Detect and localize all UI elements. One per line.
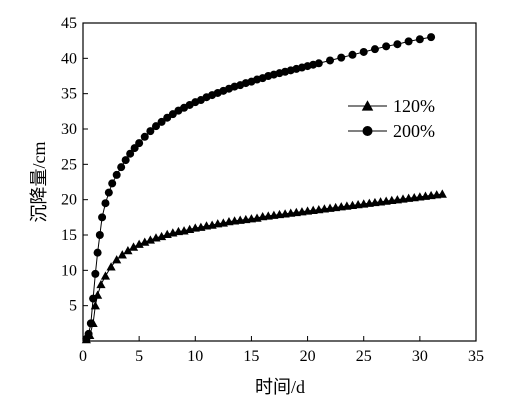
data-point — [326, 56, 335, 65]
data-point — [370, 45, 379, 54]
y-tick-label: 20 — [61, 192, 77, 209]
y-axis-label: 沉降量/cm — [29, 142, 49, 223]
y-tick-label: 30 — [61, 121, 77, 138]
series-0 — [81, 189, 447, 344]
data-point — [121, 156, 130, 165]
legend-label: 200% — [393, 121, 435, 141]
plot-area — [81, 33, 447, 344]
data-point — [117, 163, 126, 172]
data-point — [126, 149, 135, 158]
data-point — [145, 235, 155, 244]
data-point — [98, 213, 107, 222]
x-tick-label: 10 — [187, 348, 203, 365]
data-point — [151, 122, 160, 131]
data-point — [146, 127, 155, 136]
data-point — [108, 179, 117, 188]
y-tick-label: 35 — [61, 86, 77, 103]
data-point — [128, 242, 139, 251]
data-point — [415, 35, 424, 44]
x-tick-label: 15 — [243, 348, 259, 365]
x-tick-label: 25 — [356, 348, 372, 365]
data-point — [157, 231, 167, 241]
legend-item: 200% — [348, 121, 435, 141]
data-point — [123, 245, 133, 255]
data-point — [95, 231, 104, 239]
plot-frame — [82, 22, 477, 342]
y-tick-label: 15 — [61, 227, 77, 244]
data-point — [101, 199, 110, 208]
data-point — [86, 319, 95, 328]
x-tick-label: 35 — [468, 348, 484, 365]
legend-marker — [361, 100, 374, 111]
x-tick-label: 5 — [135, 348, 143, 365]
x-tick-label: 20 — [300, 348, 316, 365]
data-point — [140, 237, 150, 246]
data-point — [84, 329, 93, 338]
data-point — [393, 40, 402, 49]
data-point — [135, 139, 144, 148]
data-point — [93, 248, 102, 257]
legend-marker — [362, 126, 373, 136]
data-point — [437, 189, 447, 198]
legend-label: 120% — [393, 96, 435, 116]
data-point — [106, 262, 116, 271]
y-tick-label: 25 — [61, 156, 77, 173]
y-tick-label: 10 — [61, 262, 77, 279]
data-point — [157, 117, 166, 126]
data-point — [112, 255, 122, 264]
x-axis-label: 时间/d — [255, 377, 305, 397]
data-point — [117, 250, 127, 259]
x-tick-label: 30 — [412, 348, 428, 365]
data-point — [91, 269, 100, 278]
data-point — [140, 132, 149, 141]
y-tick-label: 5 — [69, 298, 77, 315]
legend-item: 120% — [348, 96, 435, 116]
legend: 120% 200% — [348, 96, 435, 141]
y-tick-label: 45 — [61, 15, 77, 32]
data-point — [348, 50, 357, 59]
data-point — [359, 47, 368, 56]
data-point — [134, 239, 144, 248]
data-point — [112, 170, 121, 179]
data-point — [427, 33, 436, 42]
data-point — [337, 53, 346, 62]
x-tick-label: 0 — [79, 348, 87, 365]
data-point — [90, 301, 100, 310]
data-point — [89, 294, 98, 303]
data-point — [404, 37, 413, 46]
data-point — [100, 271, 111, 280]
data-point — [104, 188, 113, 197]
data-point — [96, 279, 106, 289]
y-axis-ticks: 5 10 15 20 25 30 35 40 45 — [61, 15, 88, 315]
data-point — [382, 42, 391, 51]
series-1 — [82, 33, 436, 343]
y-tick-label: 40 — [61, 50, 77, 67]
data-point — [314, 59, 323, 68]
x-axis-ticks: 0 5 10 15 20 25 30 35 — [79, 336, 484, 365]
